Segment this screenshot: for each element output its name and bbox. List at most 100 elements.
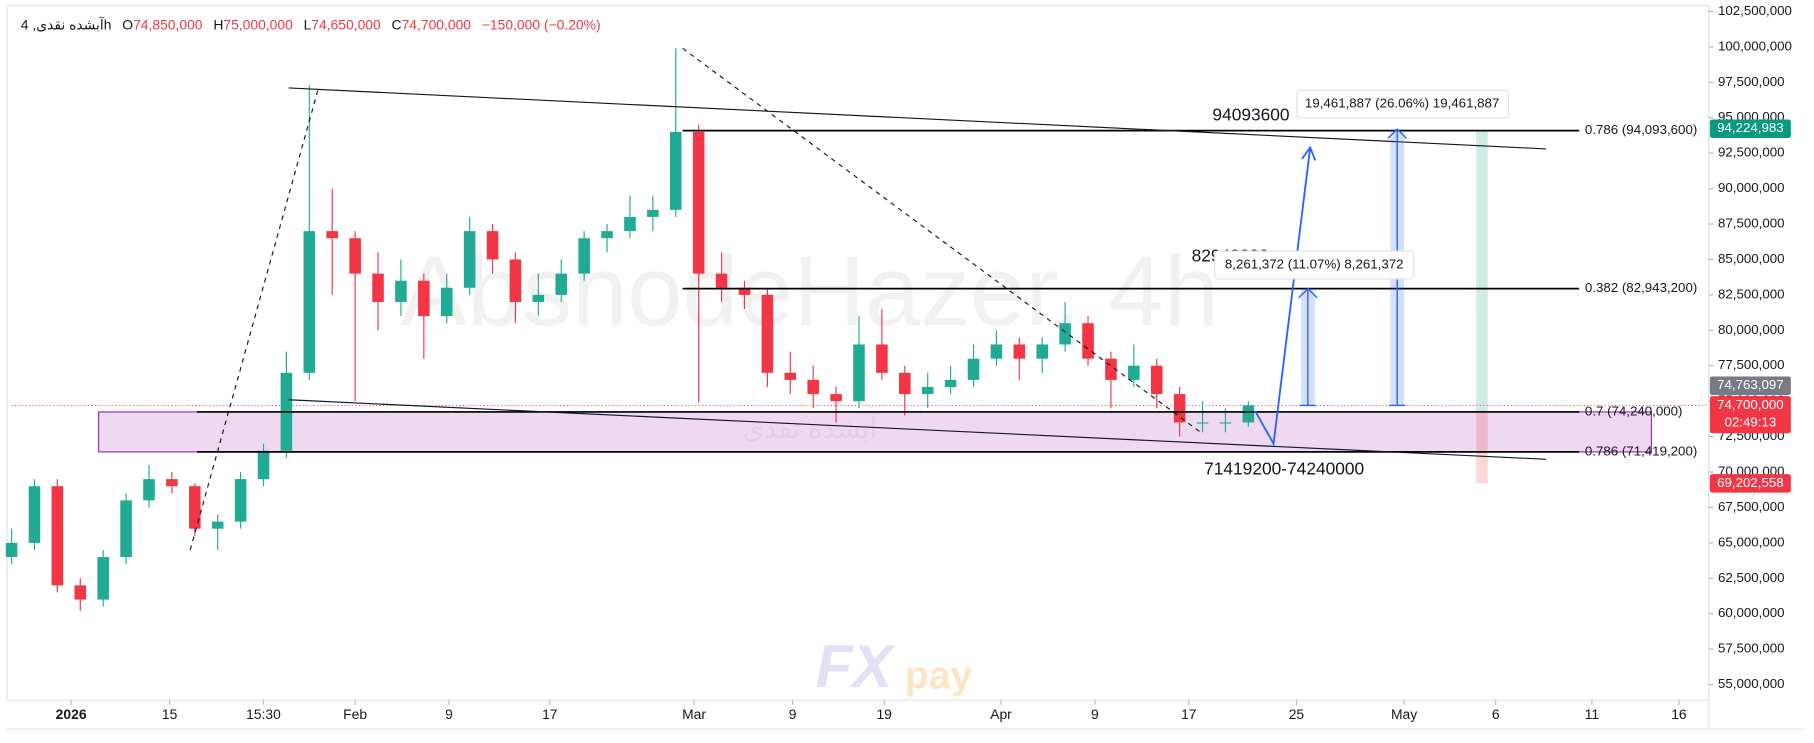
candle-body xyxy=(372,273,384,302)
candle-body xyxy=(601,231,613,239)
x-tick-label: 25 xyxy=(1289,706,1305,722)
y-tick-label: 55,000,000 xyxy=(1718,676,1785,691)
candle-body xyxy=(440,287,453,317)
candle-body xyxy=(326,231,338,239)
candle-body xyxy=(1105,358,1117,380)
candle-body xyxy=(555,273,568,295)
ohlc-value: 75,000,000 xyxy=(223,16,293,32)
y-tick-label: 85,000,000 xyxy=(1718,251,1785,266)
logo-pay: pay xyxy=(905,654,973,698)
y-tick-label: 87,500,000 xyxy=(1718,216,1785,231)
x-tick-label: 15:30 xyxy=(246,706,281,722)
x-tick-label: Apr xyxy=(990,706,1012,722)
logo-fx: FX xyxy=(816,633,897,700)
zone xyxy=(98,411,1653,453)
candle-body xyxy=(738,287,751,295)
watermark-text: AbshodeHazer, 4h xyxy=(401,236,1220,347)
watermark-sub: آبشده نقدی xyxy=(742,412,878,444)
x-tick-label: May xyxy=(1391,706,1417,722)
trendline xyxy=(288,399,1547,460)
x-tick-label: Feb xyxy=(343,706,367,722)
candle-body xyxy=(486,231,499,260)
change: −150,000 (−0.20%) xyxy=(482,16,601,32)
measure-label: 19,461,887 (26.06%) 19,461,887 xyxy=(1305,96,1499,111)
candle-body xyxy=(921,386,934,395)
symbol: آبشده نقدی, 4h xyxy=(21,16,112,32)
candle-body xyxy=(967,358,980,380)
candle-body xyxy=(166,479,178,487)
ohlc-value: 74,700,000 xyxy=(402,16,472,32)
legend-header: آبشده نقدی, 4h O74,850,000 H75,000,000 L… xyxy=(21,16,601,32)
price-badge xyxy=(1709,119,1791,138)
candle-body xyxy=(944,379,957,387)
candle-body xyxy=(1036,344,1048,359)
candle-body xyxy=(807,379,819,395)
price-badge-label: 74,700,000 xyxy=(1717,397,1784,412)
candle-body xyxy=(761,294,774,373)
candle-body xyxy=(990,344,1003,359)
candle-body xyxy=(692,131,705,274)
projection xyxy=(1254,147,1312,447)
price-badge-label: 69,202,558 xyxy=(1717,475,1784,490)
candle-body xyxy=(624,216,636,232)
x-tick-label: 17 xyxy=(1181,706,1197,722)
candle-body xyxy=(28,486,41,543)
candle-body xyxy=(784,372,797,380)
candle-body xyxy=(509,259,522,302)
x-tick-label: 17 xyxy=(542,706,558,722)
candle-body xyxy=(1173,394,1186,423)
measure-box xyxy=(1214,250,1415,280)
candle-body xyxy=(1059,323,1071,345)
annotation: 71419200-74240000 xyxy=(1204,458,1364,478)
candle-body xyxy=(715,273,728,288)
y-tick-label: 97,500,000 xyxy=(1718,74,1785,89)
x-tick-label: 19 xyxy=(876,706,892,722)
x-tick-label: 11 xyxy=(1585,706,1600,722)
ohlc-value: 74,650,000 xyxy=(311,16,381,32)
y-tick-label: 80,000,000 xyxy=(1718,322,1785,337)
candle-body xyxy=(1128,365,1140,380)
candle-body xyxy=(418,280,430,317)
candle-body xyxy=(120,500,132,558)
trendline xyxy=(682,47,1203,435)
candle-body xyxy=(669,131,682,210)
candle-body xyxy=(1196,422,1209,424)
candle-body xyxy=(1082,323,1094,359)
y-tick-label: 60,000,000 xyxy=(1718,605,1785,620)
candle-body xyxy=(211,521,224,529)
candle-body xyxy=(876,344,888,373)
trendline xyxy=(189,87,320,551)
candle-body xyxy=(532,294,545,302)
candle-body xyxy=(1013,344,1026,359)
x-tick-label: 2026 xyxy=(56,706,87,722)
y-tick-label: 57,500,000 xyxy=(1718,641,1785,656)
price-badge xyxy=(1709,396,1791,434)
measure-arrow xyxy=(1387,128,1407,139)
y-tick-label: 82,500,000 xyxy=(1718,286,1785,301)
candle-body xyxy=(1150,365,1163,395)
candle-body xyxy=(647,209,659,217)
candle-body xyxy=(143,479,155,501)
x-tick-label: 15 xyxy=(162,706,178,722)
x-tick-label: 9 xyxy=(1091,706,1099,722)
ohlc-key: H xyxy=(213,16,223,32)
price-badge xyxy=(1709,376,1791,396)
candle-body xyxy=(97,557,109,600)
measure-arrow xyxy=(1298,287,1318,299)
candle-body xyxy=(303,231,316,373)
candle-body xyxy=(1219,422,1232,424)
x-tick-label: 9 xyxy=(445,706,453,722)
fib-label: 0.7 (74,240,000) xyxy=(1585,403,1683,418)
candle-body xyxy=(578,238,590,274)
y-tick-label: 100,000,000 xyxy=(1718,38,1792,53)
candle-body xyxy=(257,450,270,480)
x-tick-label: 9 xyxy=(789,706,797,722)
x-tick-label: 16 xyxy=(1671,706,1687,722)
candle-body xyxy=(349,238,361,274)
price-badge-countdown: 02:49:13 xyxy=(1724,414,1776,429)
x-tick-label: 6 xyxy=(1492,706,1500,722)
candle-body xyxy=(899,372,911,395)
